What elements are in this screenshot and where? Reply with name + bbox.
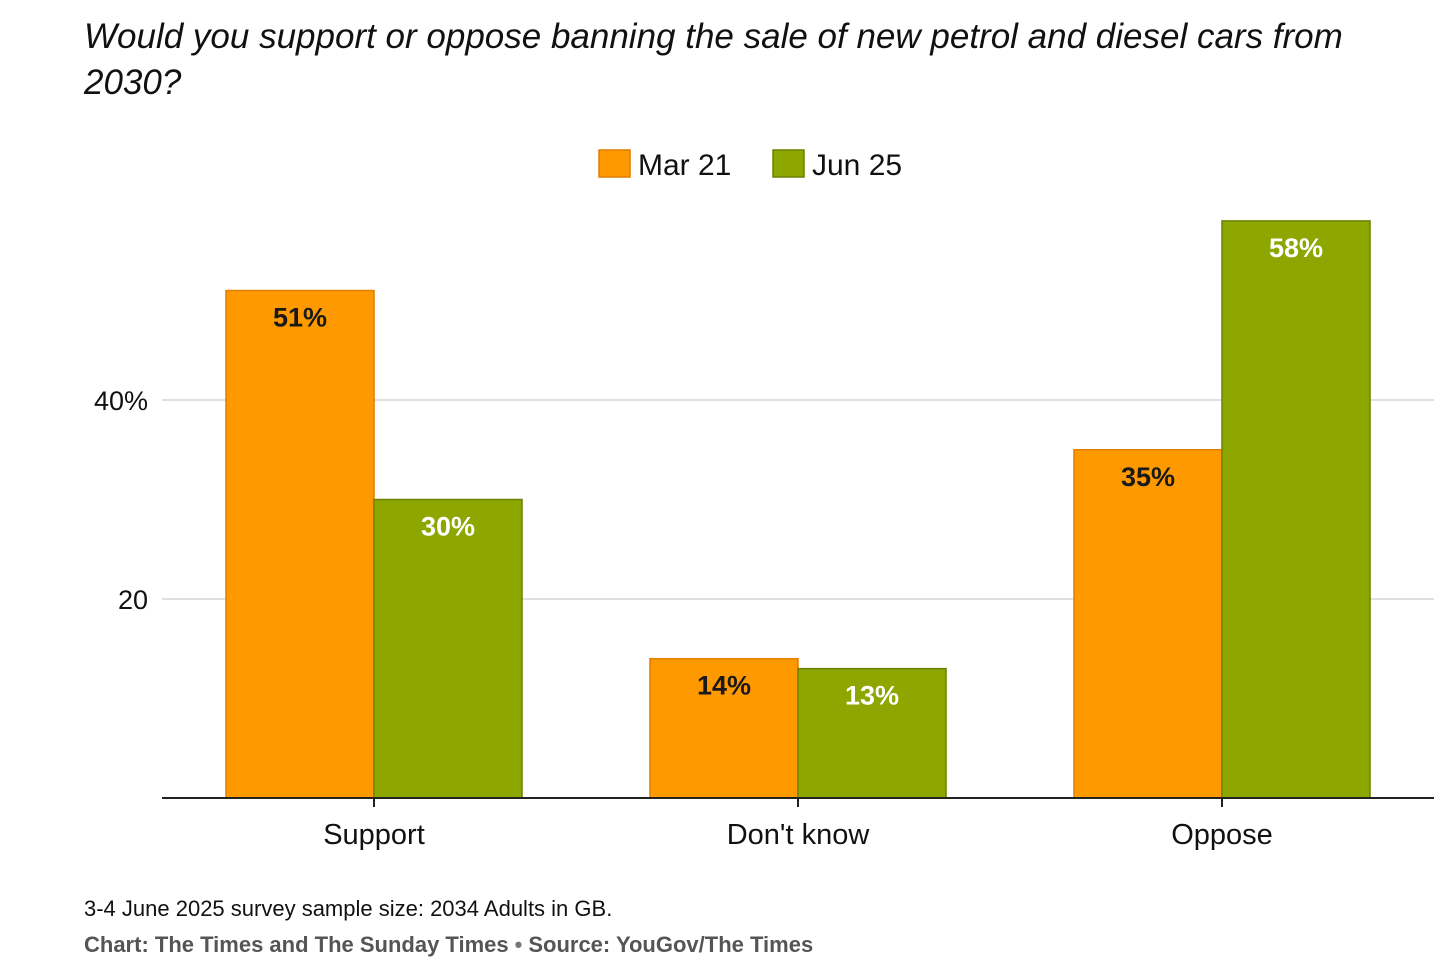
bar: [1073, 449, 1223, 799]
y-axis-ticks: 20 40%: [94, 386, 148, 615]
legend: Mar 21 Jun 25: [598, 149, 902, 182]
bar: [797, 667, 947, 799]
chart-title: Would you support or oppose banning the …: [84, 17, 1343, 102]
survey-note: 3-4 June 2025 survey sample size: 2034 A…: [84, 896, 613, 921]
bars: 51% 30% 14% 13% 35% 58%: [225, 220, 1371, 799]
data-label: 30%: [421, 512, 475, 542]
legend-swatch: [598, 149, 631, 178]
credit-separator: •: [514, 932, 523, 957]
source-text: Source: YouGov/The Times: [528, 932, 814, 957]
data-label: 35%: [1121, 462, 1175, 492]
x-category-label: Don't know: [727, 819, 871, 851]
bar: [649, 657, 799, 799]
legend-swatch: [772, 149, 805, 178]
bar: [1221, 220, 1371, 799]
bar: [373, 498, 523, 799]
x-axis: Support Don't know Oppose: [162, 797, 1434, 851]
y-tick-label: 40%: [94, 386, 148, 416]
bar: [225, 289, 375, 799]
data-label: 14%: [697, 671, 751, 701]
credit-text: Chart: The Times and The Sunday Times: [84, 932, 509, 957]
x-category-label: Support: [323, 819, 425, 851]
data-label: 58%: [1269, 233, 1323, 263]
data-label: 13%: [845, 681, 899, 711]
chart-credit: Chart: The Times and The Sunday Times • So…: [84, 932, 813, 958]
legend-label: Jun 25: [812, 149, 902, 182]
y-tick-label: 20: [118, 585, 148, 615]
data-label: 51%: [273, 303, 327, 333]
x-category-label: Oppose: [1171, 819, 1273, 851]
legend-label: Mar 21: [638, 149, 731, 182]
